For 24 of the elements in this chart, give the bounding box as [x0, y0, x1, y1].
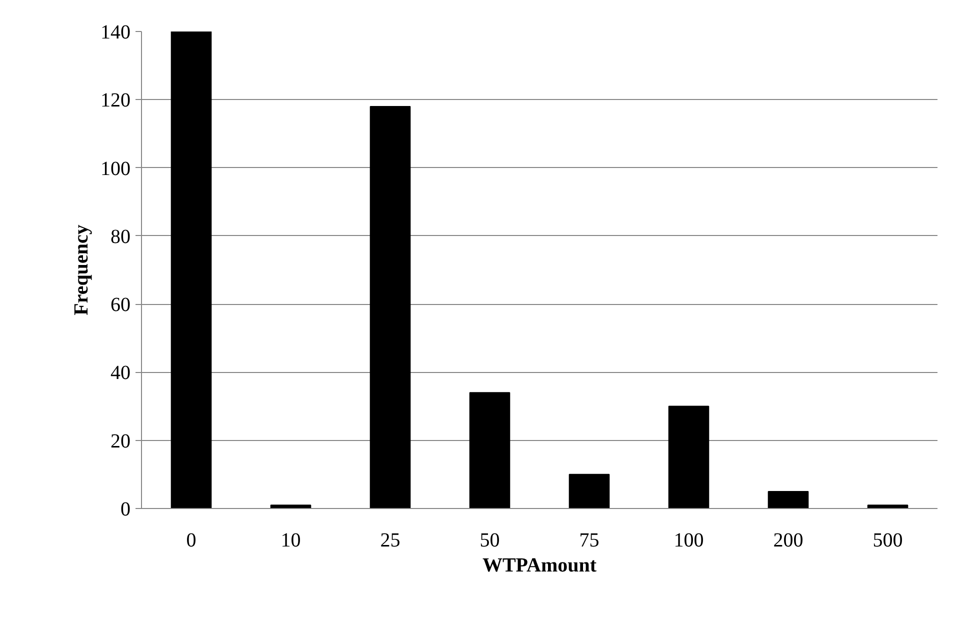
y-tick-label: 140	[100, 22, 130, 44]
y-tick-label: 100	[100, 158, 130, 180]
x-tick-label: 25	[380, 530, 400, 552]
bar	[768, 490, 809, 508]
x-tick-label: 100	[674, 530, 704, 552]
y-tick-label: 0	[120, 498, 130, 520]
bar	[370, 106, 411, 508]
x-axis-title: WTPAmount	[482, 554, 597, 576]
bar	[170, 32, 212, 508]
bar	[568, 474, 610, 508]
bar	[469, 392, 510, 508]
bar	[668, 406, 710, 508]
y-tick-label: 80	[110, 226, 130, 248]
y-tick-label: 40	[110, 362, 130, 384]
y-axis-title: Frequency	[70, 224, 92, 316]
y-tick-label: 120	[100, 90, 130, 112]
y-tick-label: 20	[110, 430, 130, 452]
x-tick-label: 500	[872, 530, 903, 552]
y-tick-label: 60	[110, 294, 130, 316]
x-tick-label: 0	[186, 530, 196, 552]
x-tick-label: 10	[280, 530, 301, 552]
x-tick-label: 200	[773, 530, 804, 552]
x-tick-label: 75	[579, 530, 600, 552]
x-tick-label: 50	[480, 530, 500, 552]
